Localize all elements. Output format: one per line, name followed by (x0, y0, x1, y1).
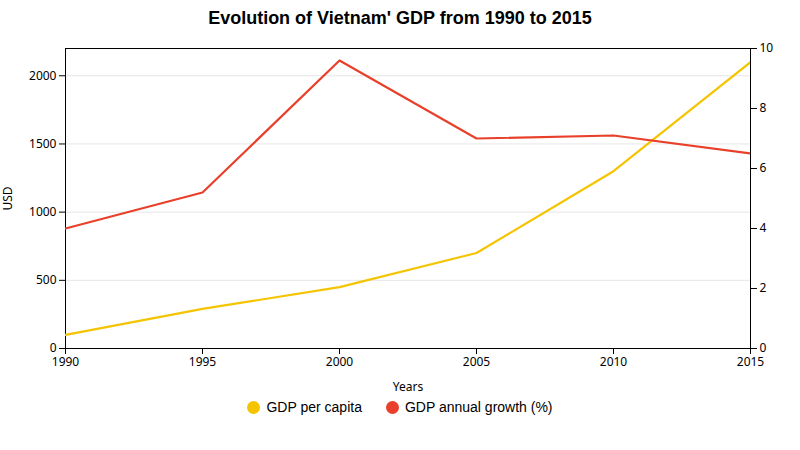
html-text:GDP per capita: GDP per capita (266, 399, 362, 415)
svg-text:10: 10 (760, 39, 774, 56)
svg-text:500: 500 (36, 271, 57, 288)
svg-text:1995: 1995 (189, 353, 217, 370)
svg-text:2000: 2000 (29, 67, 57, 84)
svg-text:USD: USD (0, 186, 16, 210)
svg-text:0: 0 (760, 339, 767, 356)
svg-text:0: 0 (49, 339, 57, 357)
svg-text:1500: 1500 (29, 135, 57, 152)
svg-text:1990: 1990 (52, 353, 80, 370)
html-text:GDP annual growth (%): GDP annual growth (%) (404, 399, 553, 415)
svg-text:4: 4 (760, 219, 767, 236)
svg-text:1000: 1000 (29, 203, 57, 220)
svg-text:2000: 2000 (326, 353, 354, 370)
svg-text:2015: 2015 (736, 353, 765, 370)
svg-text:8: 8 (760, 99, 767, 116)
html-text:Evolution of Vietnam' GDP from: Evolution of Vietnam' GDP from 1990 to 2… (208, 8, 592, 28)
svg-text:2005: 2005 (463, 353, 491, 370)
svg-text:2010: 2010 (600, 353, 628, 370)
svg-text:6: 6 (760, 159, 767, 176)
svg-text:Years: Years (393, 378, 424, 394)
svg-text:2: 2 (760, 279, 767, 296)
